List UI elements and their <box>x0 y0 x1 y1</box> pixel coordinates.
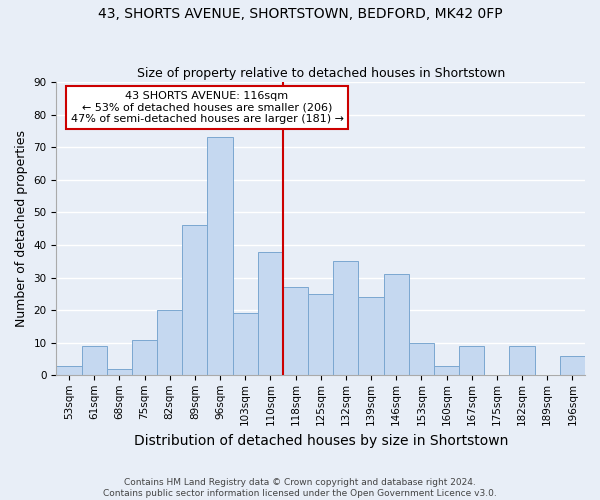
Title: Size of property relative to detached houses in Shortstown: Size of property relative to detached ho… <box>137 66 505 80</box>
X-axis label: Distribution of detached houses by size in Shortstown: Distribution of detached houses by size … <box>134 434 508 448</box>
Bar <box>308 294 333 376</box>
Bar <box>459 346 484 376</box>
Bar <box>233 314 258 376</box>
Bar <box>82 346 107 376</box>
Y-axis label: Number of detached properties: Number of detached properties <box>15 130 28 327</box>
Bar <box>560 356 585 376</box>
Bar <box>182 226 208 376</box>
Bar <box>107 369 132 376</box>
Text: 43 SHORTS AVENUE: 116sqm
← 53% of detached houses are smaller (206)
47% of semi-: 43 SHORTS AVENUE: 116sqm ← 53% of detach… <box>71 91 344 124</box>
Bar <box>333 262 358 376</box>
Bar <box>258 252 283 376</box>
Bar <box>132 340 157 376</box>
Bar <box>358 297 383 376</box>
Bar <box>509 346 535 376</box>
Bar <box>409 343 434 376</box>
Bar <box>208 138 233 376</box>
Text: Contains HM Land Registry data © Crown copyright and database right 2024.
Contai: Contains HM Land Registry data © Crown c… <box>103 478 497 498</box>
Bar <box>434 366 459 376</box>
Bar <box>283 288 308 376</box>
Text: 43, SHORTS AVENUE, SHORTSTOWN, BEDFORD, MK42 0FP: 43, SHORTS AVENUE, SHORTSTOWN, BEDFORD, … <box>98 8 502 22</box>
Bar <box>157 310 182 376</box>
Bar <box>383 274 409 376</box>
Bar <box>56 366 82 376</box>
